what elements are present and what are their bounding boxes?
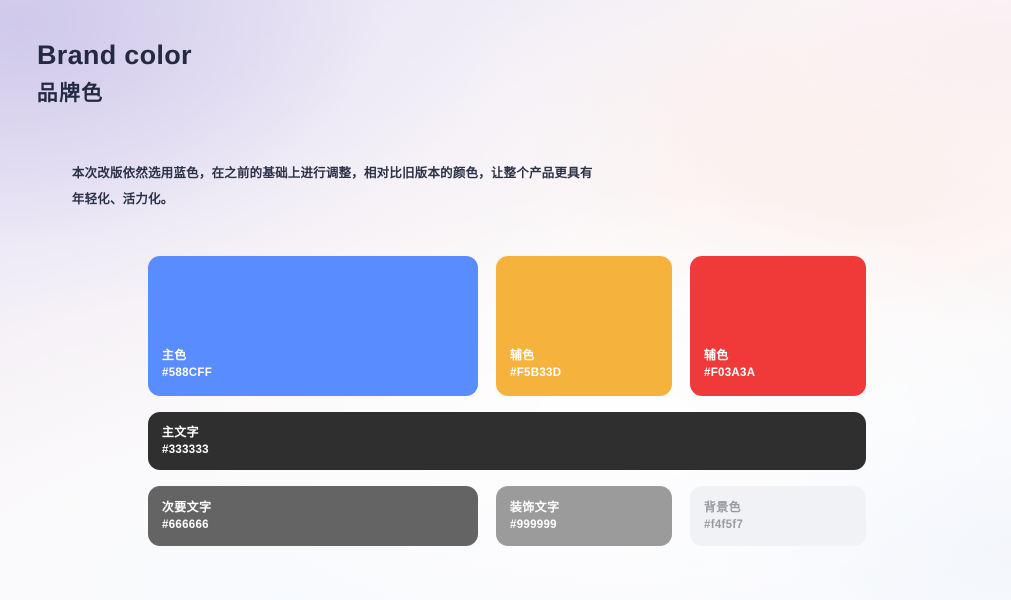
color-swatch[interactable]: 辅色 #F03A3A (690, 256, 866, 396)
swatch-name: 背景色 (704, 499, 742, 514)
swatch-row-primary-text: 主文字 #333333 (148, 412, 866, 470)
page-description: 本次改版依然选用蓝色，在之前的基础上进行调整，相对比旧版本的颜色，让整个产品更具… (72, 166, 593, 206)
color-swatch[interactable]: 主色 #588CFF (148, 256, 478, 396)
swatch-hex-value: #f4f5f7 (704, 518, 744, 531)
color-swatch[interactable]: 次要文字 #666666 (148, 486, 478, 546)
swatch-name: 主色 (162, 348, 187, 362)
swatch-name: 辅色 (510, 348, 535, 362)
color-swatch[interactable]: 辅色 #F5B33D (496, 256, 672, 396)
swatch-hex-value: #F03A3A (704, 367, 756, 379)
color-swatch[interactable]: 主文字 #333333 (148, 412, 866, 470)
swatch-hex-value: #F5B33D (510, 367, 562, 379)
swatch-row-primary-and-accents: 主色 #588CFF 辅色 #F5B33D 辅色 #F03A3A (148, 256, 866, 396)
page-title-cn: 品牌色 (37, 82, 104, 105)
page-title-en: Brand color (37, 40, 192, 70)
swatch-hex-value: #666666 (162, 518, 209, 531)
swatch-hex-value: #333333 (162, 443, 209, 456)
swatch-hex-value: #588CFF (162, 367, 213, 379)
swatch-name: 主文字 (162, 424, 200, 439)
color-swatch[interactable]: 背景色 #f4f5f7 (690, 486, 866, 546)
color-swatch-grid: 主色 #588CFF 辅色 #F5B33D 辅色 #F03A3A 主文字 #333333 次要文… (148, 256, 866, 546)
swatch-hex-value: #999999 (510, 518, 557, 531)
swatch-row-secondary-text: 次要文字 #666666 装饰文字 #999999 背景色 #f4f5f7 (148, 486, 866, 546)
swatch-name: 装饰文字 (510, 499, 560, 514)
color-swatch[interactable]: 装饰文字 #999999 (496, 486, 672, 546)
swatch-name: 次要文字 (162, 499, 212, 514)
swatch-name: 辅色 (704, 348, 729, 362)
page-title: Brand color 品牌色 (37, 38, 192, 109)
